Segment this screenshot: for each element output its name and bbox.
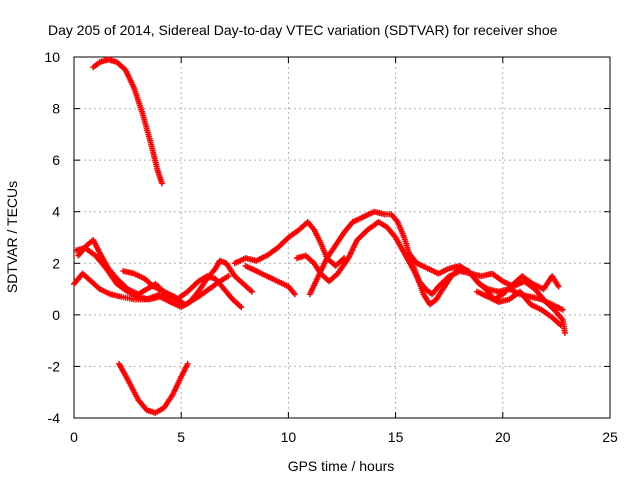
data-point bbox=[291, 291, 298, 298]
x-axis-label: GPS time / hours bbox=[288, 458, 395, 474]
y-tick-label: 6 bbox=[52, 152, 60, 168]
data-point bbox=[225, 273, 232, 280]
series-arc-e bbox=[231, 219, 348, 269]
y-tick-label: 10 bbox=[44, 49, 60, 65]
series-arc-c bbox=[75, 237, 245, 311]
data-point bbox=[178, 298, 185, 305]
plot-frame bbox=[73, 56, 611, 419]
x-tick-label: 10 bbox=[281, 429, 297, 445]
data-point bbox=[559, 306, 566, 313]
data-point bbox=[557, 322, 564, 329]
y-axis-label: SDTVAR / TECUs bbox=[4, 181, 20, 293]
y-tick-label: 2 bbox=[52, 255, 60, 271]
x-tick-label: 15 bbox=[388, 429, 404, 445]
data-marks bbox=[71, 56, 568, 416]
grid bbox=[74, 57, 610, 418]
x-tick-label: 0 bbox=[70, 429, 78, 445]
data-point bbox=[158, 180, 165, 187]
series-arc-f bbox=[242, 262, 298, 298]
y-tick-label: 0 bbox=[52, 307, 60, 323]
y-tick-label: -2 bbox=[48, 358, 61, 374]
x-tick-label: 20 bbox=[495, 429, 511, 445]
series-arc-j bbox=[474, 288, 564, 329]
data-point bbox=[184, 360, 191, 367]
series-arc-low bbox=[116, 360, 191, 416]
y-tick-label: 4 bbox=[52, 204, 60, 220]
chart-title: Day 205 of 2014, Sidereal Day-to-day VTE… bbox=[48, 22, 558, 38]
x-tick-label: 5 bbox=[177, 429, 185, 445]
data-point bbox=[561, 329, 568, 336]
data-point bbox=[555, 283, 562, 290]
data-point bbox=[238, 304, 245, 311]
series-arc-high bbox=[90, 56, 165, 187]
y-tick-label: -4 bbox=[48, 410, 61, 426]
series-arc-i bbox=[405, 249, 568, 336]
axis-ticks: 0 5 10 15 20 25 -4 -2 0 2 4 6 8 10 bbox=[44, 49, 618, 445]
y-tick-label: 8 bbox=[52, 101, 60, 117]
x-tick-label: 25 bbox=[602, 429, 618, 445]
series-arc-d bbox=[120, 268, 185, 305]
data-point bbox=[248, 288, 255, 295]
